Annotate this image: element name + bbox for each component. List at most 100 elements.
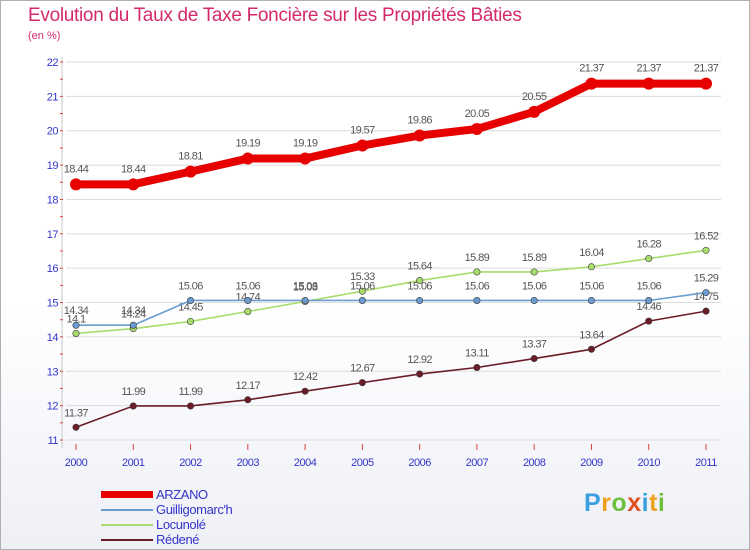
data-point xyxy=(241,152,254,165)
data-label: 15.06 xyxy=(407,280,432,292)
data-label: 12.17 xyxy=(236,380,261,392)
data-label: 21.37 xyxy=(636,63,661,75)
data-point xyxy=(587,345,595,353)
data-label: 13.64 xyxy=(579,329,604,341)
series-rden: 11.37 11.99 11.99 12.17 12.42 12.67 12.92 13.11… xyxy=(64,291,719,431)
data-label: 12.67 xyxy=(350,363,375,375)
data-label: 15.89 xyxy=(522,252,547,264)
legend-label-arzano: ARZANO xyxy=(156,487,208,502)
x-tick-label: 2003 xyxy=(237,457,260,469)
data-point xyxy=(530,355,538,363)
data-point xyxy=(642,77,655,90)
proxiti-logo: Proxiti xyxy=(584,489,665,518)
data-point xyxy=(528,105,541,118)
data-label: 13.37 xyxy=(522,339,547,351)
data-point xyxy=(72,423,80,431)
legend-swatch-arzano xyxy=(101,491,153,498)
data-point xyxy=(587,296,595,304)
data-label: 18.44 xyxy=(64,163,89,175)
data-label: 15.64 xyxy=(407,261,432,273)
logo-letter: x xyxy=(627,489,642,517)
data-point xyxy=(187,317,195,325)
y-tick-label: 22 xyxy=(47,57,59,69)
logo-letter: P xyxy=(584,489,602,517)
data-point xyxy=(416,296,424,304)
data-point xyxy=(187,402,195,410)
data-point xyxy=(585,77,598,90)
data-point xyxy=(473,268,481,276)
data-point xyxy=(244,296,252,304)
data-label: 11.99 xyxy=(179,386,203,398)
data-label: 15.06 xyxy=(350,280,375,292)
data-point xyxy=(645,255,653,263)
data-point xyxy=(530,296,538,304)
data-point xyxy=(416,370,424,378)
data-label: 19.19 xyxy=(293,138,318,150)
series-line xyxy=(72,79,710,189)
data-label: 14.34 xyxy=(64,305,89,317)
x-tick-label: 2004 xyxy=(294,457,317,469)
data-point xyxy=(587,263,595,271)
y-tick-label: 18 xyxy=(47,194,59,206)
data-point xyxy=(645,296,653,304)
legend-item-arzano: ARZANO xyxy=(101,487,321,502)
y-tick-label: 16 xyxy=(47,263,59,275)
data-point xyxy=(702,289,710,297)
data-point xyxy=(416,277,424,285)
data-point xyxy=(413,129,426,142)
data-point xyxy=(358,296,366,304)
data-point xyxy=(299,152,312,165)
legend-label-redene: Rédené xyxy=(156,532,200,547)
data-point xyxy=(356,139,369,152)
x-tick-label: 2006 xyxy=(408,457,431,469)
x-tick-label: 2001 xyxy=(122,457,145,469)
data-label: 19.86 xyxy=(407,115,432,127)
x-tick-label: 2007 xyxy=(466,457,489,469)
data-label: 15.06 xyxy=(579,280,604,292)
data-label: 15.06 xyxy=(236,280,261,292)
data-label: 11.99 xyxy=(121,386,145,398)
x-tick-label: 2002 xyxy=(179,457,202,469)
y-tick-label: 20 xyxy=(47,126,59,138)
data-label: 18.81 xyxy=(178,151,203,163)
data-point xyxy=(72,329,80,337)
data-label: 15.03 xyxy=(293,282,318,294)
data-label: 21.37 xyxy=(694,63,719,75)
data-point xyxy=(645,317,653,325)
data-point xyxy=(72,321,80,329)
y-tick-label: 15 xyxy=(47,298,59,310)
x-tick-label: 2011 xyxy=(695,457,717,469)
data-label: 21.37 xyxy=(579,63,604,75)
data-point xyxy=(244,307,252,315)
data-point xyxy=(244,396,252,404)
legend-swatch-locunole xyxy=(101,524,153,526)
data-label: 15.06 xyxy=(178,280,203,292)
legend-label-locunole: Locunolé xyxy=(156,517,206,532)
data-label: 15.06 xyxy=(293,280,318,292)
data-label: 14.1 xyxy=(66,313,85,325)
series-guilligomarch: 14.34 14.34 15.06 15.06 15.06 15.06 15.06 15.06… xyxy=(64,273,719,329)
data-point xyxy=(470,123,483,136)
data-label: 14.46 xyxy=(636,301,661,313)
data-point xyxy=(129,321,137,329)
y-tick-label: 17 xyxy=(47,229,59,241)
data-label: 12.42 xyxy=(293,371,318,383)
data-point xyxy=(473,296,481,304)
data-point xyxy=(301,387,309,395)
data-label: 16.28 xyxy=(636,239,661,251)
legend-item-locunole: Locunolé xyxy=(101,517,321,532)
data-label: 14.34 xyxy=(121,305,146,317)
data-label: 12.92 xyxy=(407,354,432,366)
chart-title: Evolution du Taux de Taxe Foncière sur l… xyxy=(28,5,522,26)
x-tick-label: 2008 xyxy=(523,457,546,469)
data-label: 16.52 xyxy=(694,230,719,242)
data-point xyxy=(358,379,366,387)
y-tick-label: 11 xyxy=(48,435,59,447)
series-line xyxy=(75,310,707,429)
legend-swatch-redene xyxy=(101,539,153,541)
y-unit-label: (en %) xyxy=(28,30,61,42)
x-tick-label: 2000 xyxy=(65,457,88,469)
data-label: 15.33 xyxy=(350,271,375,283)
